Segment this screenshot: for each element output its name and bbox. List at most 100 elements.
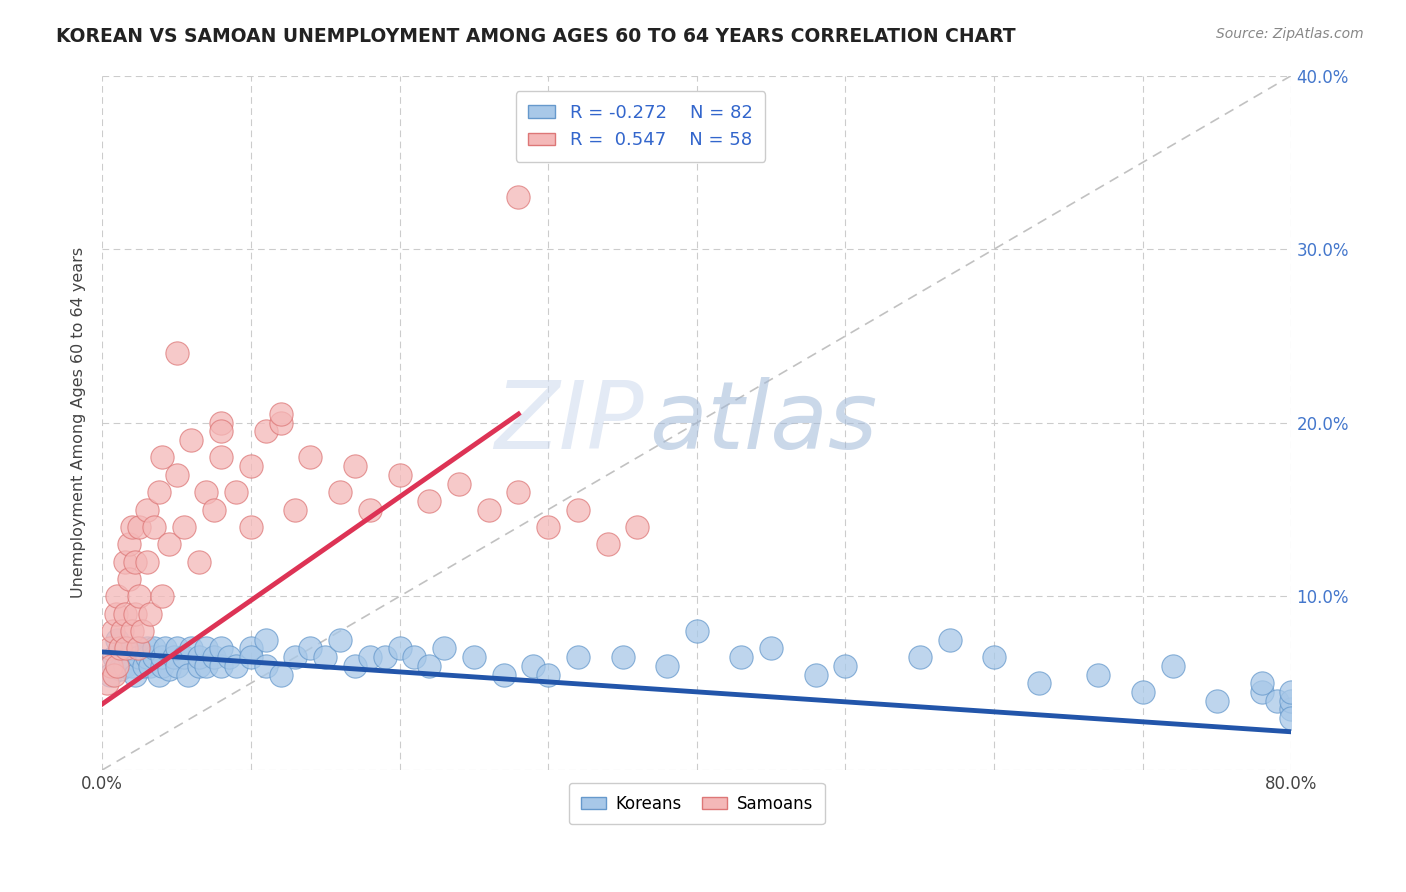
Point [114,555,136,569]
Point [195,658,218,673]
Point [218,650,240,665]
Point [105,658,128,673]
Point [1161,658,1184,673]
Point [343,658,366,673]
Point [157,662,180,676]
Point [239,650,262,665]
Point [166,658,188,673]
Point [284,502,307,516]
Text: atlas: atlas [650,377,877,468]
Point [104,607,127,621]
Point [139,607,162,621]
Point [150,650,173,665]
Point [132,658,155,673]
Point [114,641,136,656]
Point [1250,676,1272,690]
Point [105,658,128,673]
Point [329,485,352,500]
Point [108,641,131,656]
Point [148,485,170,500]
Point [180,433,202,447]
Point [343,459,366,474]
Point [314,650,336,665]
Point [239,641,262,656]
Text: ZIP: ZIP [494,377,644,468]
Point [209,658,232,673]
Point [1281,685,1303,699]
Point [537,520,560,534]
Point [730,650,752,665]
Point [1132,685,1154,699]
Point [114,607,136,621]
Point [124,607,146,621]
Point [195,485,218,500]
Point [209,425,232,439]
Point [225,485,247,500]
Point [118,650,141,665]
Point [177,667,200,681]
Point [612,650,634,665]
Point [187,658,209,673]
Point [596,537,619,551]
Point [1206,693,1229,707]
Point [1250,685,1272,699]
Point [938,632,960,647]
Point [121,641,143,656]
Point [567,650,589,665]
Point [187,650,209,665]
Point [121,520,143,534]
Point [508,190,530,204]
Point [128,590,150,604]
Point [105,632,128,647]
Point [209,416,232,430]
Point [96,676,118,690]
Point [157,537,180,551]
Point [418,494,440,508]
Point [1281,702,1303,716]
Point [374,650,396,665]
Point [626,520,648,534]
Point [162,650,184,665]
Point [270,667,292,681]
Point [121,624,143,639]
Point [254,658,277,673]
Point [202,650,225,665]
Point [148,667,170,681]
Point [447,476,470,491]
Point [139,658,162,673]
Point [128,650,150,665]
Point [195,641,218,656]
Point [508,485,530,500]
Point [150,590,173,604]
Point [388,467,411,482]
Point [299,450,322,465]
Point [153,641,176,656]
Point [143,520,166,534]
Point [173,650,195,665]
Point [1028,676,1050,690]
Point [567,502,589,516]
Point [180,641,202,656]
Point [166,467,188,482]
Point [686,624,709,639]
Point [239,459,262,474]
Point [359,650,381,665]
Point [124,555,146,569]
Point [404,650,426,665]
Point [121,658,143,673]
Point [173,520,195,534]
Point [108,662,131,676]
Point [135,650,157,665]
Point [143,650,166,665]
Point [908,650,931,665]
Point [804,667,827,681]
Point [270,407,292,421]
Text: KOREAN VS SAMOAN UNEMPLOYMENT AMONG AGES 60 TO 64 YEARS CORRELATION CHART: KOREAN VS SAMOAN UNEMPLOYMENT AMONG AGES… [56,27,1017,45]
Point [127,641,149,656]
Point [537,667,560,681]
Point [115,641,138,656]
Point [118,572,141,586]
Point [655,658,678,673]
Point [299,641,322,656]
Point [124,667,146,681]
